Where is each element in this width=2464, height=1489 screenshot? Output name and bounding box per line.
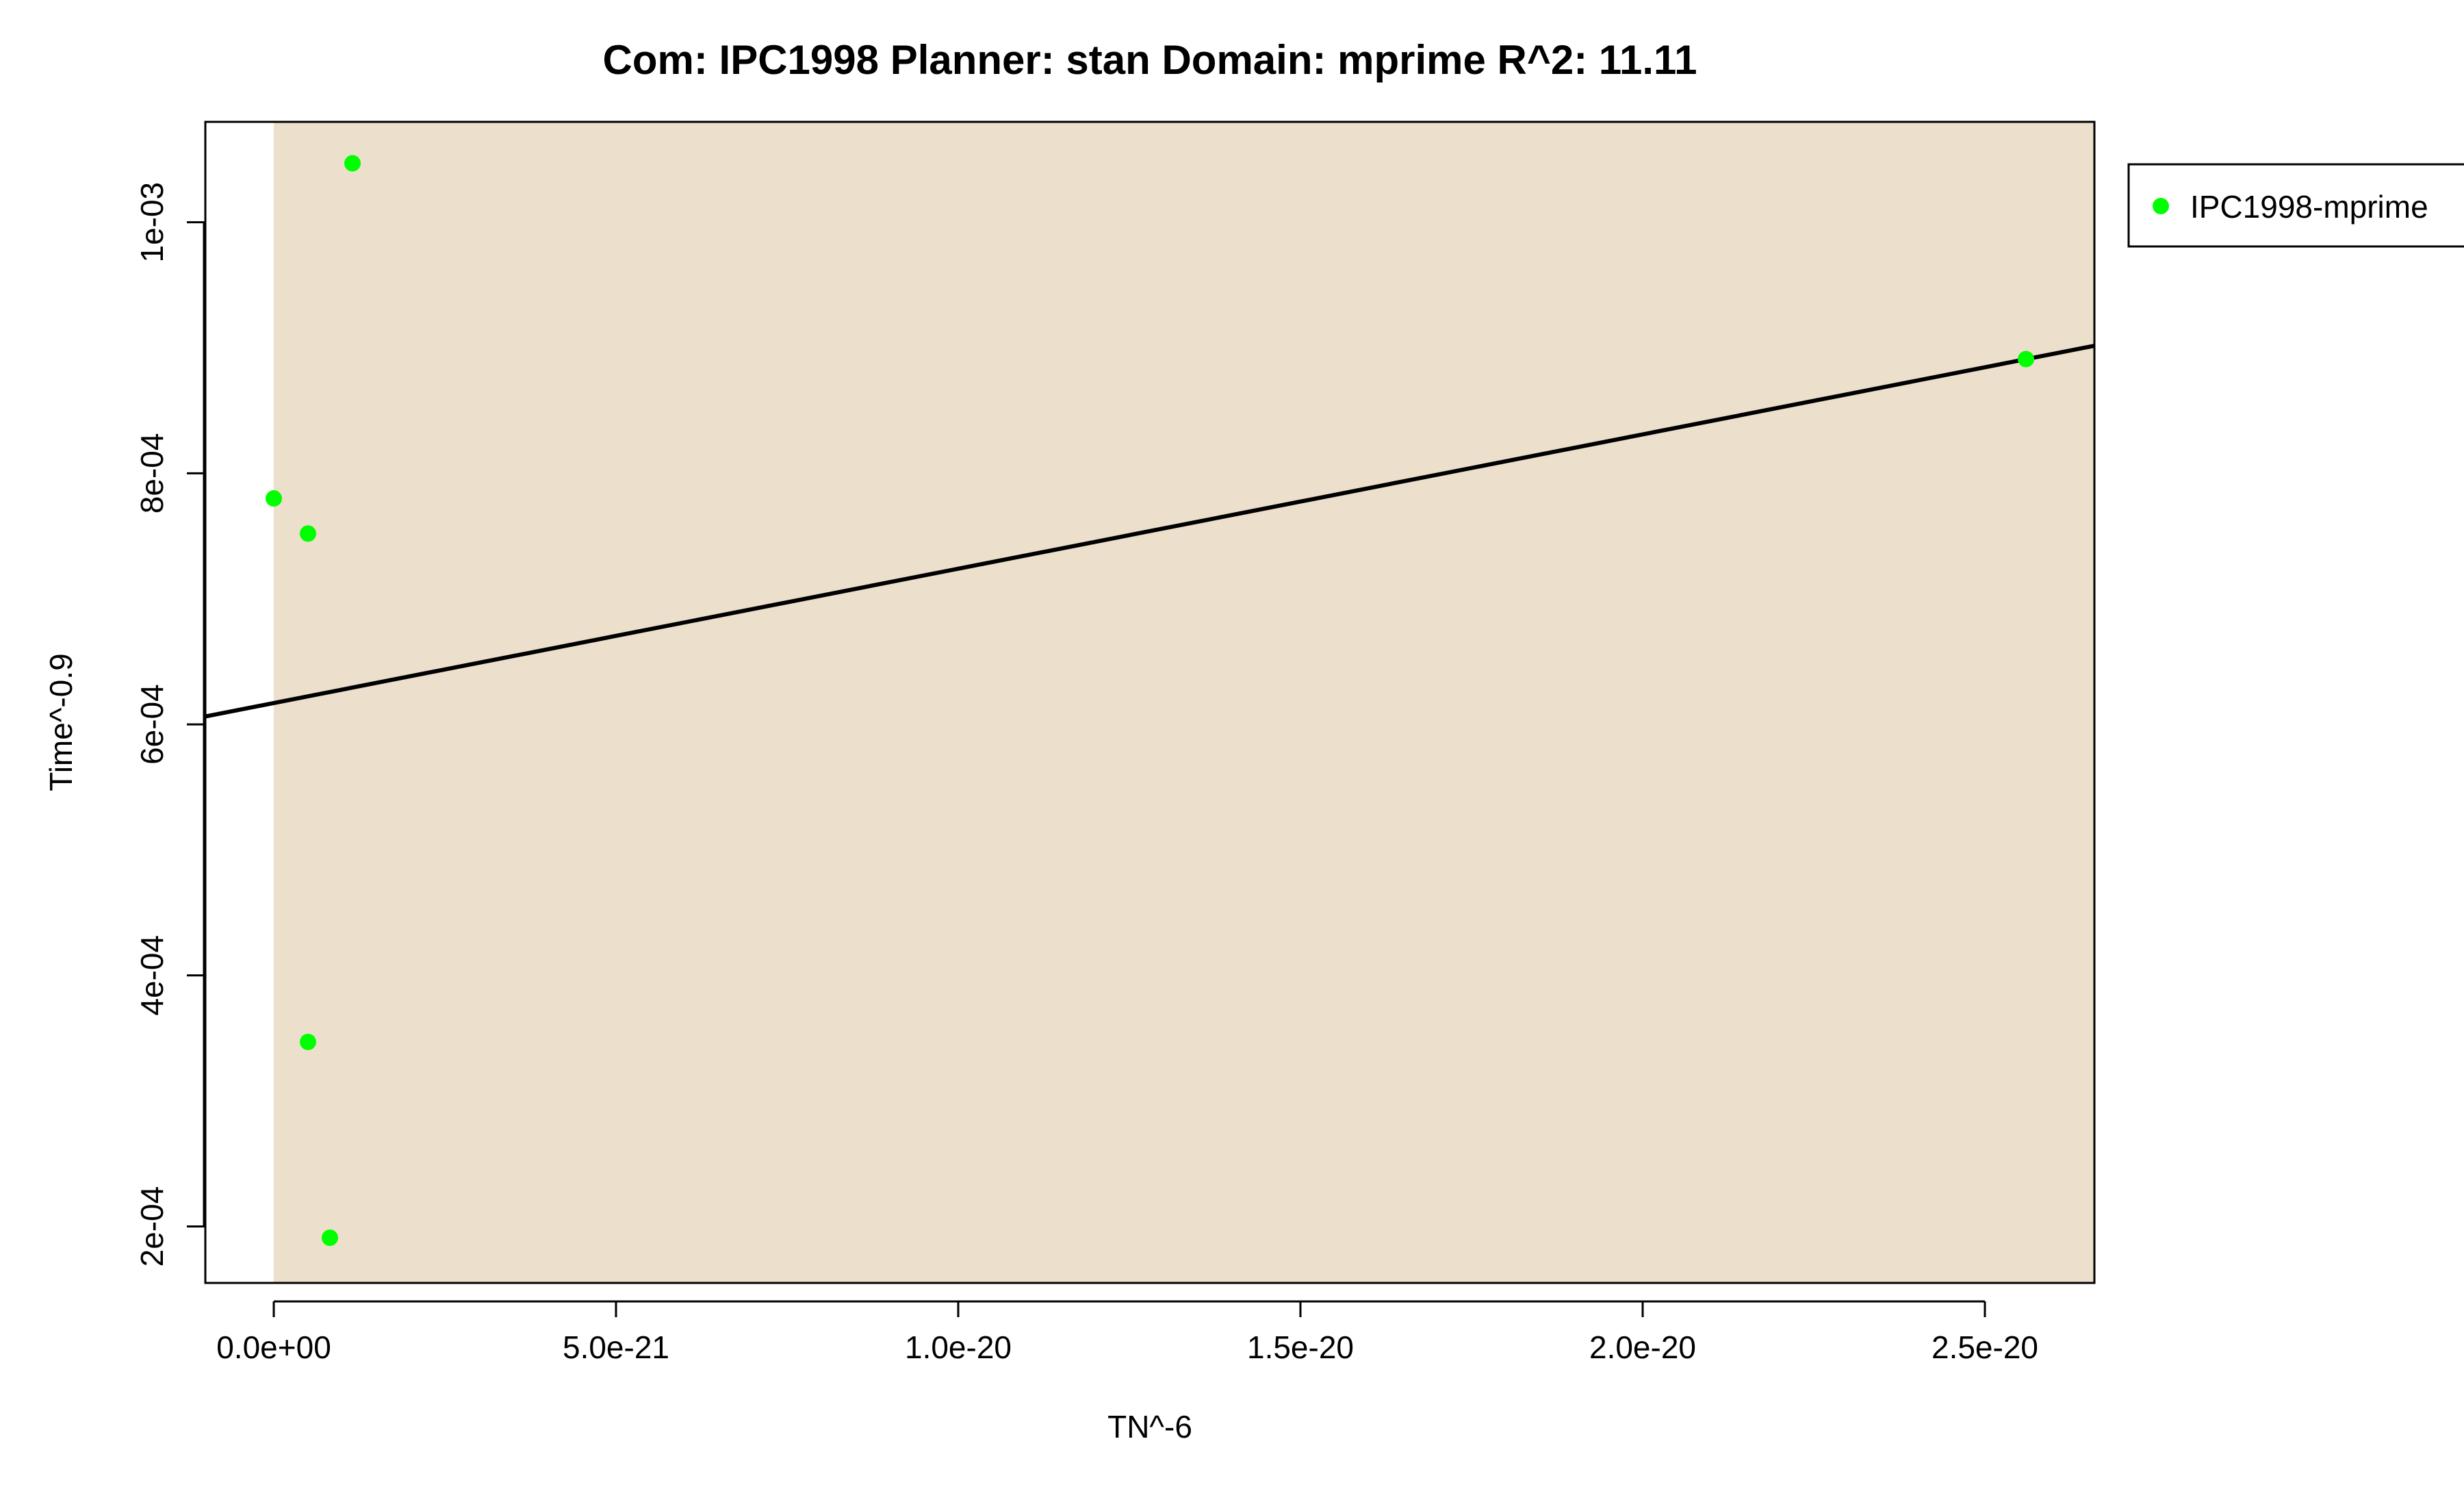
- y-tick-label: 2e-04: [134, 1186, 170, 1267]
- data-point: [266, 490, 282, 507]
- data-point: [2018, 351, 2034, 368]
- x-tick-label: 1.0e-20: [905, 1329, 1012, 1365]
- y-tick-label: 4e-04: [134, 935, 170, 1016]
- fit-line-layer: [205, 344, 2095, 719]
- x-tick-label: 2.0e-20: [1589, 1329, 1696, 1365]
- data-point: [300, 1033, 316, 1050]
- y-axis: 2e-04 4e-04 6e-04 8e-04 1e-03: [134, 182, 205, 1267]
- x-axis: 0.0e+00 5.0e-21 1.0e-20 1.5e-20 2.0e-20 2.5e-…: [216, 1300, 2038, 1365]
- data-point: [300, 525, 316, 542]
- data-point: [322, 1229, 338, 1246]
- y-tick-label: 8e-04: [134, 433, 170, 514]
- fit-line: [205, 344, 2095, 719]
- shaded-region: [274, 122, 2094, 1283]
- x-tick-label: 1.5e-20: [1247, 1329, 1354, 1365]
- y-axis-label: Time^-0.9: [43, 653, 79, 791]
- plot-frame: [204, 120, 2096, 1284]
- legend-label: IPC1998-mprime: [2190, 189, 2428, 225]
- x-tick-label: 5.0e-21: [563, 1329, 669, 1365]
- data-point: [344, 155, 361, 172]
- x-tick-label: 0.0e+00: [216, 1329, 331, 1365]
- data-points: [266, 155, 2034, 1246]
- legend: IPC1998-mprime: [2127, 163, 2464, 248]
- chart-title: Com: IPC1998 Planner: stan Domain: mprim…: [603, 37, 1697, 83]
- y-tick-label: 6e-04: [134, 684, 170, 765]
- legend-box: [2127, 163, 2464, 248]
- x-axis-label: TN^-6: [1107, 1409, 1192, 1445]
- x-tick-label: 2.5e-20: [1932, 1329, 2038, 1365]
- legend-marker: [2153, 198, 2169, 214]
- y-tick-label: 1e-03: [134, 182, 170, 263]
